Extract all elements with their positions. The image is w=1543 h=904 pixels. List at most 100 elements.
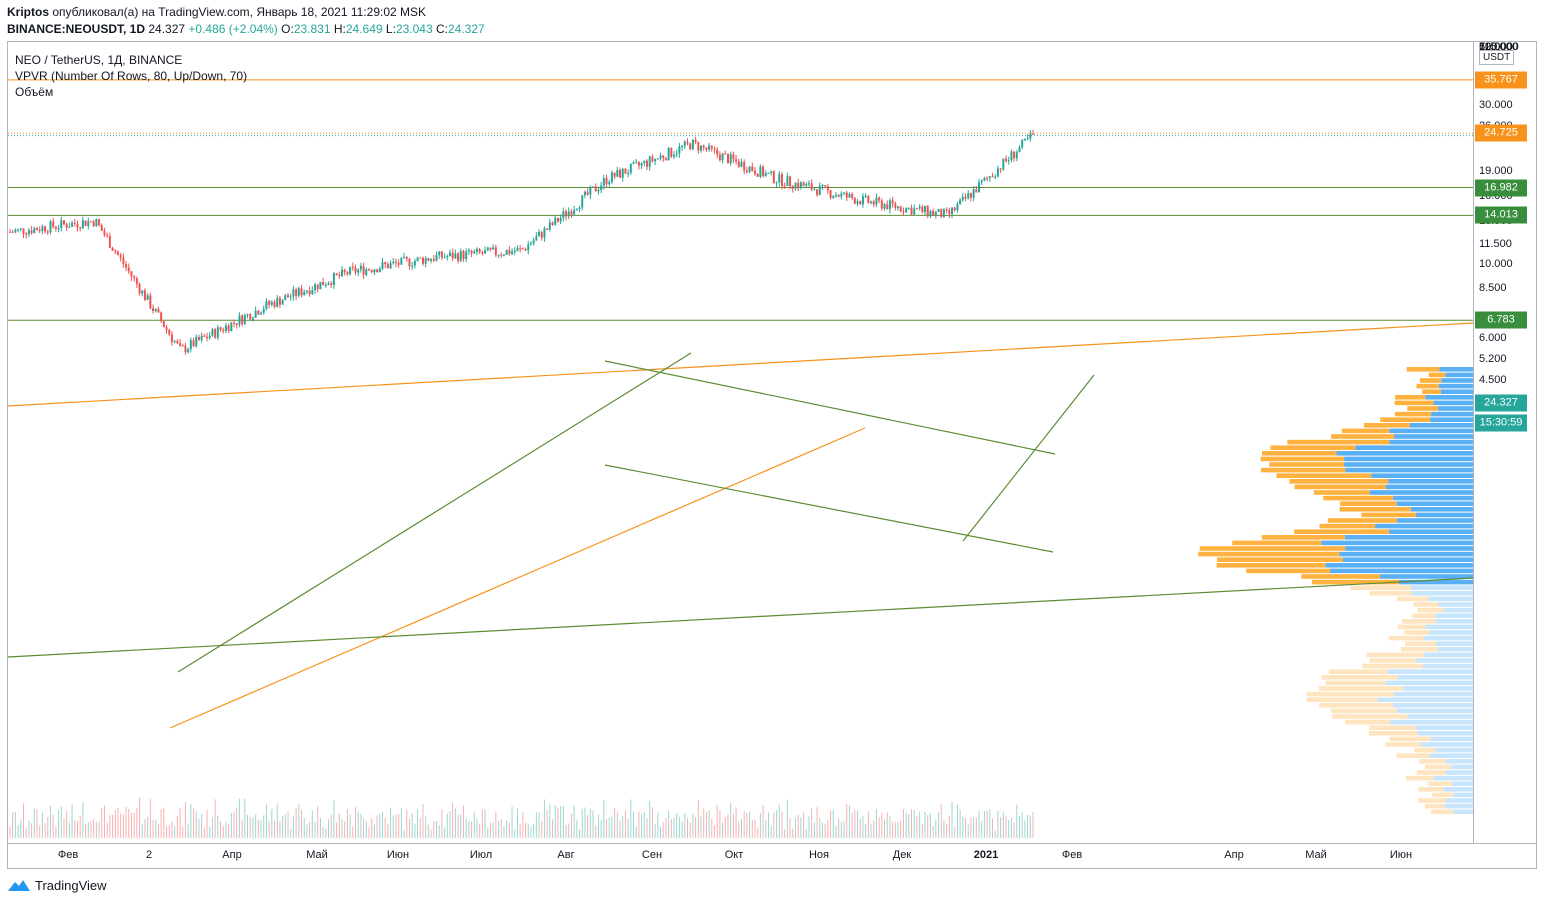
candle-body [308,290,311,294]
candle-body [861,196,864,205]
volume-bar [873,820,875,838]
volume-bar [441,809,443,838]
candle-body [675,153,678,155]
vpvr-up-bar [1393,691,1473,697]
candle-body [486,247,489,251]
chart-legend: NEO / TetherUS, 1Д, BINANCE VPVR (Number… [15,52,247,100]
legend-volume[interactable]: Объём [15,85,54,99]
candle-body [662,155,665,159]
trend-line [604,464,1054,553]
time-label: Авг [557,849,575,861]
candle-body [27,230,30,235]
author-name[interactable]: Kriptos [7,5,49,19]
volume-bar [446,813,448,838]
volume-bar [651,807,653,838]
volume-bar [740,818,742,838]
candle-body [1029,133,1032,139]
candle-body [19,228,22,230]
candle-body [446,256,449,258]
price-axis[interactable]: 115.000100.00072.00060.00050.00042.00030… [1473,42,1536,843]
candle-body [619,170,622,178]
volume-bar [956,804,958,838]
volume-bar [646,818,648,838]
volume-bar [516,808,518,838]
candle-body [527,244,530,251]
candle-body [470,250,473,254]
volume-bar [668,810,670,838]
volume-bar [155,820,157,838]
candle-body [33,228,36,233]
candle-body [592,186,595,188]
brand-name[interactable]: TradingView [35,877,107,893]
chart-pane[interactable]: NEO / TetherUS, 1Д, BINANCE VPVR (Number… [8,42,1474,843]
vpvr-up-bar [1410,507,1473,512]
candle-body [735,159,738,162]
volume-bar [992,818,994,838]
vpvr-down-bar [1416,383,1439,389]
time-axis[interactable]: Фев 2 Апр Май Июн Июл Авг Сен Окт Ноя Дек 2021 Фев Ап… [8,843,1536,868]
candle-body [249,314,252,320]
volume-bar [55,826,57,838]
volume-bar [687,818,689,838]
candle-body [705,147,708,150]
volume-bar [692,813,694,838]
volume-bar [392,815,394,838]
candle-body [119,254,122,258]
candle-body [143,290,146,300]
candle-body [548,222,551,230]
candle-body [346,272,349,275]
candle-body [624,168,627,174]
legend-vpvr[interactable]: VPVR (Number Of Rows, 80, Up/Down, 70) [15,69,248,83]
candle-body [9,231,11,233]
candle-body [300,288,303,296]
candle-body [481,252,484,254]
candle-body [953,207,956,211]
vpvr-down-bar [1246,568,1331,574]
volume-bar [751,819,753,838]
volume-bar [543,799,545,838]
candle-body [233,322,236,324]
volume-bar [803,812,805,838]
vpvr-down-bar [1363,423,1410,428]
candle-body [327,283,330,285]
volume-bar [9,826,11,838]
candle-body [921,206,924,212]
candle-body [905,207,908,213]
candle-body [516,248,519,252]
tradingview-logo-icon[interactable] [7,877,31,893]
volume-bar [492,822,494,838]
candle-body [789,176,792,187]
volume-bar [983,811,985,838]
candle-body [292,289,295,297]
volume-bar [884,819,886,838]
volume-bar [759,812,761,838]
volume-bar [325,828,327,838]
volume-bar [63,818,65,838]
legend-title[interactable]: NEO / TetherUS, 1Д, BINANCE [15,53,183,67]
volume-bar [287,811,289,838]
volume-bar [589,808,591,838]
vpvr-down-bar [1401,619,1437,624]
volume-bar [125,806,127,838]
candle-body [359,266,362,270]
volume-bar [867,811,869,838]
low-value: 23.043 [395,22,433,36]
vpvr-up-bar [1345,467,1473,473]
volume-bar [257,819,259,838]
candle-body [273,301,276,307]
candle-body [894,203,897,208]
volume-bar [430,829,432,838]
volume-bar [190,803,192,838]
volume-bar [98,821,100,838]
candle-body [494,247,497,255]
volume-bar [39,825,41,838]
candle-body [84,220,87,226]
volume-bar [406,809,408,838]
candle-body [1023,138,1026,141]
volume-bar [800,817,802,838]
volume-bar [211,817,213,838]
vpvr-up-bar [1452,781,1473,786]
volume-bar [905,812,907,838]
price-chart[interactable] [8,42,1474,843]
volume-bar [519,824,521,838]
